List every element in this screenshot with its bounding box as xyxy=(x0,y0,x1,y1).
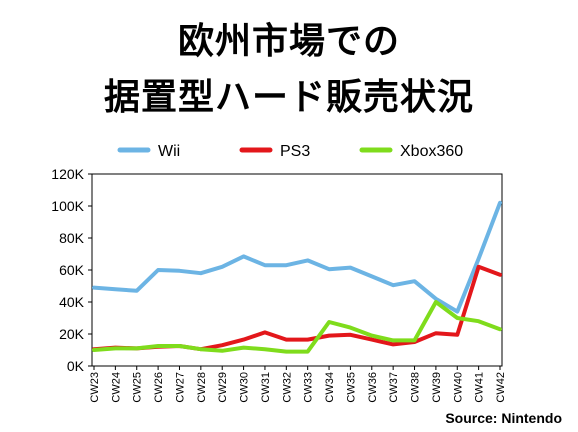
legend-label-ps3: PS3 xyxy=(280,143,310,160)
x-tick-label: CW26 xyxy=(153,372,165,403)
x-tick-label: CW29 xyxy=(217,372,229,403)
y-tick-label: 60K xyxy=(59,262,85,278)
x-tick-label: CW24 xyxy=(110,372,122,403)
series-line-xbox360 xyxy=(92,300,502,354)
plot-frame xyxy=(91,173,503,367)
x-tick-label: CW32 xyxy=(281,372,293,403)
title-line-2: 据置型ハード販売状況 xyxy=(103,77,474,118)
title-line-1: 欧州市場での xyxy=(177,21,400,62)
x-tick-label: CW39 xyxy=(431,372,443,403)
x-tick-label: CW28 xyxy=(196,372,208,403)
y-tick-label: 120K xyxy=(51,166,84,182)
y-axis-ticks: 0K 20K 40K 60K 80K 100K 120K xyxy=(51,166,92,374)
series-line-ps3 xyxy=(92,264,502,352)
x-tick-label: CW36 xyxy=(367,372,379,403)
y-tick-label: 40K xyxy=(59,294,85,310)
x-tick-label: CW33 xyxy=(303,372,315,403)
chart-title: 欧州市場での 据置型ハード販売状況 xyxy=(0,14,578,126)
legend: Wii PS3 Xbox360 xyxy=(117,143,463,160)
x-tick-label: CW37 xyxy=(388,372,400,403)
x-tick-label: CW35 xyxy=(345,372,357,403)
y-tick-label: 20K xyxy=(59,326,85,342)
x-tick-label: CW23 xyxy=(89,372,101,403)
x-tick-label: CW30 xyxy=(239,372,251,403)
source-note: Source: Nintendo xyxy=(445,410,562,426)
y-tick-label: 100K xyxy=(51,198,84,214)
x-tick-label: CW27 xyxy=(174,372,186,403)
series-line-wii xyxy=(92,200,502,314)
legend-label-wii: Wii xyxy=(158,143,180,160)
y-tick-label: 80K xyxy=(59,230,85,246)
x-tick-label: CW42 xyxy=(495,372,507,403)
x-tick-label: CW31 xyxy=(260,372,272,403)
x-tick-label: CW41 xyxy=(474,372,486,403)
y-tick-label: 0K xyxy=(67,358,85,374)
x-tick-label: CW25 xyxy=(132,372,144,403)
x-tick-label: CW38 xyxy=(410,372,422,403)
x-tick-label: CW34 xyxy=(324,372,336,403)
x-tick-label: CW40 xyxy=(452,372,464,403)
x-axis-ticks: CW23 CW24 CW25 CW26 CW27 CW28 CW29 CW30 CW31 CW32… xyxy=(89,366,507,403)
axes xyxy=(91,173,503,367)
series-lines xyxy=(92,200,502,354)
legend-label-xbox360: Xbox360 xyxy=(400,143,463,160)
